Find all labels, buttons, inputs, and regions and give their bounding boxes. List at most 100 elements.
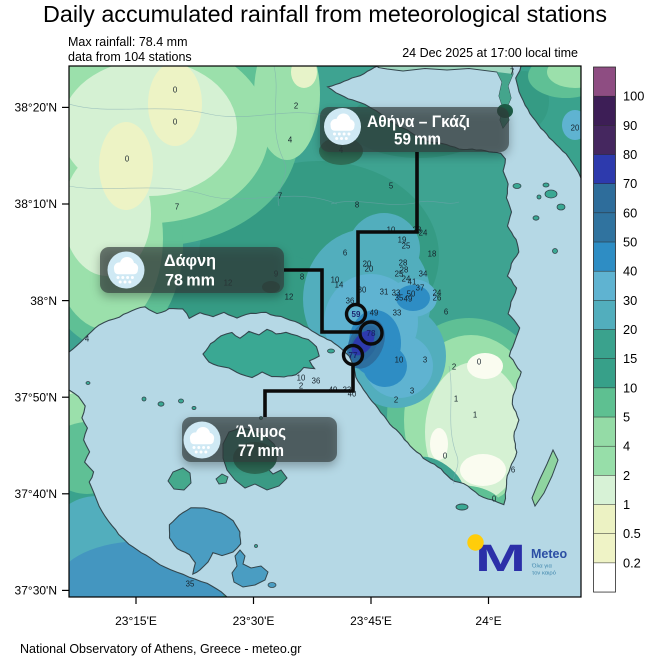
svg-text:4: 4 <box>623 439 630 454</box>
svg-text:33: 33 <box>392 289 401 298</box>
svg-text:24 Dec 2025 at 17:00 local tim: 24 Dec 2025 at 17:00 local time <box>402 46 578 60</box>
svg-text:τον καιρό: τον καιρό <box>532 570 556 577</box>
svg-text:25: 25 <box>395 270 404 279</box>
svg-text:Όλα για: Όλα για <box>531 564 552 570</box>
svg-text:18: 18 <box>428 250 437 259</box>
svg-text:24: 24 <box>402 275 411 284</box>
svg-text:1: 1 <box>623 497 630 512</box>
svg-text:5: 5 <box>389 182 394 191</box>
svg-text:24: 24 <box>419 229 428 238</box>
svg-text:38°10'N: 38°10'N <box>15 197 57 211</box>
svg-text:90: 90 <box>623 118 637 133</box>
svg-text:7: 7 <box>175 203 179 212</box>
svg-text:4: 4 <box>85 335 90 344</box>
svg-text:20: 20 <box>571 124 580 133</box>
svg-text:0: 0 <box>173 118 178 127</box>
svg-text:34: 34 <box>419 270 428 279</box>
svg-text:National Observatory of Athens: National Observatory of Athens, Greece -… <box>20 642 301 656</box>
svg-text:0: 0 <box>477 358 482 367</box>
svg-text:31: 31 <box>380 288 389 297</box>
svg-text:30: 30 <box>358 286 367 295</box>
svg-text:Meteo: Meteo <box>531 547 567 561</box>
svg-text:Max rainfall: 78.4 mm: Max rainfall: 78.4 mm <box>68 35 187 49</box>
svg-text:8: 8 <box>300 273 304 282</box>
svg-text:35: 35 <box>395 294 404 303</box>
svg-text:14: 14 <box>335 281 344 290</box>
svg-text:49: 49 <box>404 295 413 304</box>
svg-text:Δάφνη: Δάφνη <box>164 251 216 270</box>
svg-text:25: 25 <box>402 242 411 251</box>
svg-text:20: 20 <box>365 265 374 274</box>
svg-text:20: 20 <box>363 260 372 269</box>
svg-text:80: 80 <box>623 147 637 162</box>
svg-text:2: 2 <box>623 468 630 483</box>
svg-text:70: 70 <box>623 176 637 191</box>
svg-text:7: 7 <box>278 192 282 201</box>
svg-text:59: 59 <box>352 310 361 319</box>
svg-text:37°40'N: 37°40'N <box>15 487 57 501</box>
svg-text:0: 0 <box>443 452 448 461</box>
svg-text:78: 78 <box>367 329 376 338</box>
svg-text:12: 12 <box>285 293 294 302</box>
svg-text:2: 2 <box>294 102 298 111</box>
svg-text:23°45'E: 23°45'E <box>350 614 392 628</box>
svg-text:10: 10 <box>387 226 396 235</box>
svg-text:M: M <box>475 538 526 580</box>
svg-text:28: 28 <box>400 266 409 275</box>
svg-text:50: 50 <box>623 235 637 250</box>
svg-text:77 mm: 77 mm <box>238 441 284 460</box>
svg-text:36: 36 <box>312 377 321 386</box>
svg-text:28: 28 <box>399 259 408 268</box>
svg-text:10: 10 <box>395 356 404 365</box>
svg-text:100: 100 <box>623 89 644 104</box>
svg-text:6: 6 <box>444 308 448 317</box>
svg-text:37°50'N: 37°50'N <box>15 390 57 404</box>
svg-text:37°30'N: 37°30'N <box>15 584 57 598</box>
svg-text:37: 37 <box>416 284 425 293</box>
svg-text:78 mm: 78 mm <box>165 271 215 290</box>
svg-text:10: 10 <box>623 380 637 395</box>
svg-text:4: 4 <box>288 136 293 145</box>
svg-text:24°E: 24°E <box>475 614 501 628</box>
svg-text:7: 7 <box>510 68 514 77</box>
svg-text:77: 77 <box>349 351 358 360</box>
svg-text:Αθήνα – Γκάζι: Αθήνα – Γκάζι <box>367 112 470 131</box>
svg-text:8: 8 <box>355 201 359 210</box>
svg-text:Άλιμος: Άλιμος <box>236 422 286 441</box>
svg-text:20: 20 <box>623 322 637 337</box>
svg-text:50: 50 <box>407 290 416 299</box>
svg-text:0: 0 <box>492 495 497 504</box>
svg-text:6: 6 <box>511 466 515 475</box>
svg-text:38°N: 38°N <box>30 294 57 308</box>
svg-text:38°20'N: 38°20'N <box>15 101 57 115</box>
svg-text:41: 41 <box>408 278 417 287</box>
svg-text:0: 0 <box>125 155 130 164</box>
svg-text:40: 40 <box>623 264 637 279</box>
svg-text:10: 10 <box>331 276 340 285</box>
svg-text:59 mm: 59 mm <box>394 130 441 149</box>
svg-text:10: 10 <box>297 374 306 383</box>
svg-text:35: 35 <box>186 580 195 589</box>
svg-text:26: 26 <box>433 294 442 303</box>
svg-text:49: 49 <box>370 309 379 318</box>
svg-text:data from 104 stations: data from 104 stations <box>68 50 192 64</box>
svg-text:2: 2 <box>299 382 303 391</box>
svg-text:40: 40 <box>348 390 357 399</box>
svg-text:23°30'E: 23°30'E <box>233 614 275 628</box>
svg-text:23°15'E: 23°15'E <box>115 614 157 628</box>
svg-text:0.5: 0.5 <box>623 526 641 541</box>
svg-text:36: 36 <box>346 297 355 306</box>
svg-text:3: 3 <box>410 387 414 396</box>
svg-text:15: 15 <box>623 351 637 366</box>
svg-text:2: 2 <box>452 363 456 372</box>
svg-text:5: 5 <box>623 410 630 425</box>
svg-text:1: 1 <box>454 395 458 404</box>
svg-text:1: 1 <box>473 411 477 420</box>
svg-text:0.2: 0.2 <box>623 555 641 570</box>
svg-text:2: 2 <box>394 396 398 405</box>
svg-text:Daily accumulated rainfall fro: Daily accumulated rainfall from meteorol… <box>43 1 607 27</box>
svg-text:3: 3 <box>423 356 427 365</box>
svg-text:0: 0 <box>173 86 178 95</box>
svg-text:24: 24 <box>433 289 442 298</box>
svg-text:33: 33 <box>393 309 402 318</box>
